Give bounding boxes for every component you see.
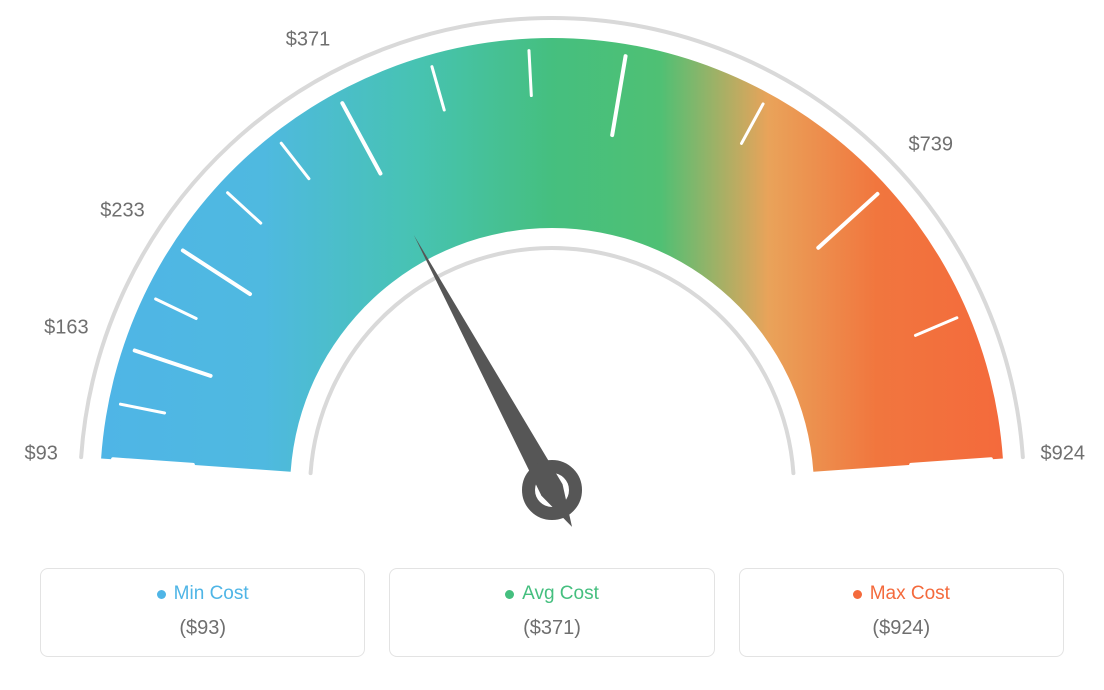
legend-dot-min [157,590,166,599]
legend-value-avg: ($371) [400,617,703,640]
legend-title-avg: Avg Cost [505,583,599,605]
gauge-tick-label: $93 [25,443,58,466]
legend-dot-avg [505,590,514,599]
gauge-tick-label: $924 [1041,443,1086,466]
legend-label-avg: Avg Cost [522,583,599,605]
legend-card-max: Max Cost ($924) [739,568,1064,657]
gauge-tick-label: $739 [908,134,953,157]
gauge-needle [414,235,572,527]
legend-label-min: Min Cost [174,583,249,605]
gauge-tick-label: $233 [100,200,145,223]
gauge-tick-label: $163 [44,316,89,339]
legend-title-max: Max Cost [853,583,950,605]
legend-row: Min Cost ($93) Avg Cost ($371) Max Cost … [0,568,1104,657]
legend-label-max: Max Cost [870,583,950,605]
legend-title-min: Min Cost [157,583,249,605]
gauge-band [101,38,1003,472]
legend-dot-max [853,590,862,599]
gauge-svg [0,0,1104,540]
cost-gauge: $93$163$233$371$555$739$924 [0,0,1104,540]
gauge-tick-label: $371 [286,28,331,51]
legend-value-min: ($93) [51,617,354,640]
legend-card-avg: Avg Cost ($371) [389,568,714,657]
legend-value-max: ($924) [750,617,1053,640]
legend-card-min: Min Cost ($93) [40,568,365,657]
